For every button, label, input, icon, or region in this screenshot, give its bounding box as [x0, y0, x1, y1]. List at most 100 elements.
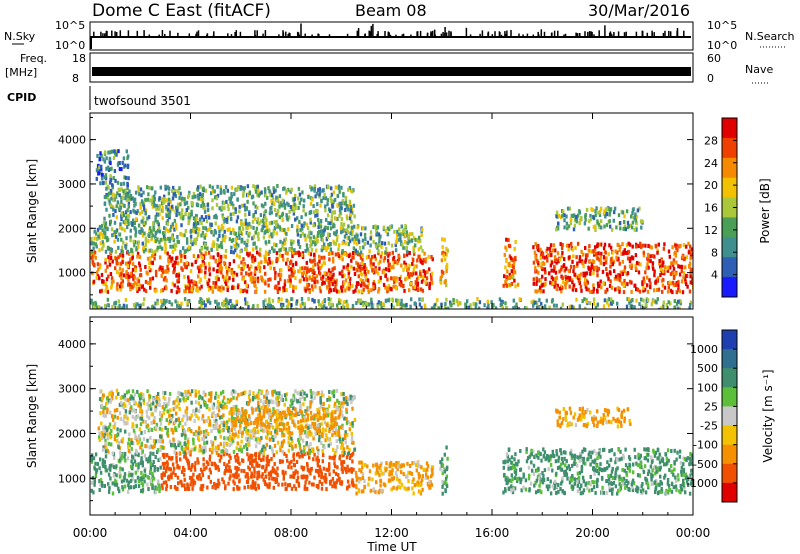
scatter-cell-power-0 [159, 255, 162, 260]
scatter-cell-power-2 [342, 222, 346, 227]
scatter-cell-velocity-1 [165, 480, 168, 485]
scatter-cell-power-0 [296, 250, 299, 255]
scatter-cell-power-2 [124, 196, 127, 201]
scatter-cell-power-6 [623, 269, 626, 274]
scatter-cell-power-8 [351, 303, 355, 308]
scatter-cell-velocity-2 [429, 480, 432, 485]
scatter-cell-power-2 [128, 195, 131, 200]
scatter-cell-power-1 [253, 241, 256, 246]
scatter-cell-power-8 [345, 302, 349, 307]
scatter-cell-power-2 [313, 187, 316, 191]
scatter-cell-power-1 [287, 227, 290, 232]
scatter-cell-velocity-0 [156, 467, 159, 471]
scatter-cell-power-8 [142, 302, 145, 307]
scatter-cell-velocity-3 [168, 439, 172, 444]
scatter-cell-power-0 [195, 288, 198, 293]
scatter-cell-power-0 [420, 279, 424, 284]
scatter-cell-power-8 [125, 304, 128, 309]
nsky-label: N.Sky [4, 30, 36, 43]
scatter-cell-power-6 [614, 249, 617, 254]
scatter-cell-power-7 [562, 209, 565, 214]
scatter-cell-velocity-0 [155, 486, 159, 491]
scatter-cell-power-4 [445, 269, 448, 274]
scatter-cell-velocity-1 [273, 462, 276, 466]
scatter-cell-power-3 [116, 180, 120, 185]
scatter-cell-power-8 [640, 297, 643, 302]
scatter-cell-velocity-1 [266, 459, 269, 464]
scatter-cell-power-6 [571, 259, 574, 264]
scatter-cell-power-8 [476, 297, 479, 301]
scatter-cell-velocity-1 [294, 469, 297, 474]
scatter-cell-power-1 [412, 246, 415, 250]
scatter-cell-velocity-1 [236, 486, 240, 491]
scatter-cell-velocity-0 [141, 463, 144, 468]
scatter-cell-power-2 [317, 217, 320, 222]
scatter-cell-power-2 [268, 221, 271, 226]
scatter-cell-power-1 [375, 230, 379, 235]
scatter-cell-power-0 [289, 281, 292, 286]
scatter-cell-power-1 [142, 249, 146, 254]
scatter-cell-power-2 [261, 218, 265, 223]
scatter-cell-velocity-1 [256, 463, 259, 468]
scatter-cell-power-0 [313, 271, 316, 275]
scatter-cell-power-2 [140, 193, 143, 198]
scatter-cell-velocity-1 [308, 480, 311, 485]
scatter-cell-power-7 [565, 214, 568, 219]
scatter-cell-power-2 [220, 205, 223, 210]
scatter-cell-power-8 [198, 300, 201, 305]
scatter-cell-power-1 [210, 247, 213, 252]
scatter-cell-power-6 [642, 288, 645, 293]
scatter-cell-power-6 [564, 285, 567, 290]
scatter-cell-power-0 [402, 267, 405, 272]
scatter-cell-power-6 [609, 264, 612, 269]
scatter-cell-power-0 [189, 269, 193, 274]
scatter-cell-velocity-2 [431, 472, 434, 477]
scatter-cell-power-6 [689, 274, 692, 279]
scatter-cell-power-2 [139, 205, 142, 210]
scatter-cell-velocity-2 [428, 480, 431, 485]
scatter-cell-power-2 [111, 185, 114, 190]
scatter-cell-velocity-1 [267, 458, 271, 463]
scatter-cell-power-8 [486, 299, 489, 304]
scatter-cell-power-8 [285, 298, 288, 303]
scatter-cell-power-6 [584, 272, 587, 277]
scatter-cell-power-0 [358, 264, 361, 269]
scatter-cell-power-7 [632, 207, 635, 212]
scatter-cell-power-2 [319, 221, 323, 226]
scatter-cell-power-2 [250, 195, 254, 200]
scatter-cell-velocity-3 [317, 448, 320, 453]
scatter-cell-velocity-3 [277, 395, 280, 400]
scatter-cell-power-0 [424, 257, 428, 262]
scatter-cell-power-1 [301, 231, 304, 236]
scatter-cell-power-1 [314, 241, 317, 245]
scatter-cell-power-2 [201, 200, 204, 205]
scatter-cell-power-0 [333, 266, 336, 271]
scatter-cell-power-1 [98, 232, 101, 237]
scatter-cell-power-0 [387, 284, 391, 289]
scatter-cell-velocity-1 [198, 473, 201, 478]
scatter-cell-velocity-1 [315, 457, 318, 462]
scatter-cell-velocity-2 [372, 463, 375, 468]
scatter-cell-power-0 [187, 279, 190, 284]
scatter-cell-velocity-3 [305, 418, 308, 423]
scatter-cell-velocity-1 [343, 466, 346, 471]
scatter-cell-power-0 [430, 255, 433, 259]
scatter-cell-power-6 [534, 257, 538, 262]
scatter-cell-velocity-0 [117, 458, 121, 463]
scatter-cell-power-2 [201, 197, 205, 202]
scatter-cell-power-2 [331, 203, 334, 208]
scatter-cell-power-5 [505, 237, 508, 242]
y-tick-label: 2000 [58, 222, 86, 235]
scatter-cell-power-3 [112, 176, 115, 181]
scatter-cell-power-0 [395, 276, 398, 281]
scatter-cell-power-8 [643, 306, 646, 309]
scatter-cell-velocity-0 [113, 482, 117, 487]
scatter-cell-velocity-2 [385, 461, 388, 466]
scatter-cell-velocity-1 [208, 454, 212, 459]
scatter-cell-power-0 [183, 254, 187, 259]
scatter-cell-power-2 [315, 209, 319, 214]
scatter-cell-power-6 [537, 270, 540, 275]
scatter-cell-power-6 [551, 281, 554, 286]
scatter-cell-power-1 [101, 228, 104, 233]
scatter-cell-power-2 [229, 212, 232, 217]
